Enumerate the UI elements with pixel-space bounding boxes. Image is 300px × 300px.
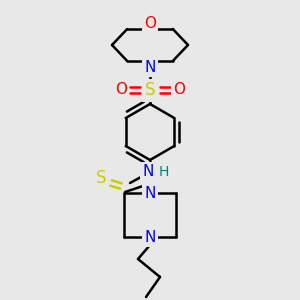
Text: N: N [144,59,156,74]
Text: S: S [145,81,155,99]
Text: O: O [115,82,127,98]
Text: N: N [142,164,154,179]
Text: N: N [144,230,156,244]
Text: H: H [159,165,169,179]
Text: N: N [144,185,156,200]
Text: O: O [144,16,156,31]
Text: O: O [173,82,185,98]
Text: S: S [96,169,106,187]
